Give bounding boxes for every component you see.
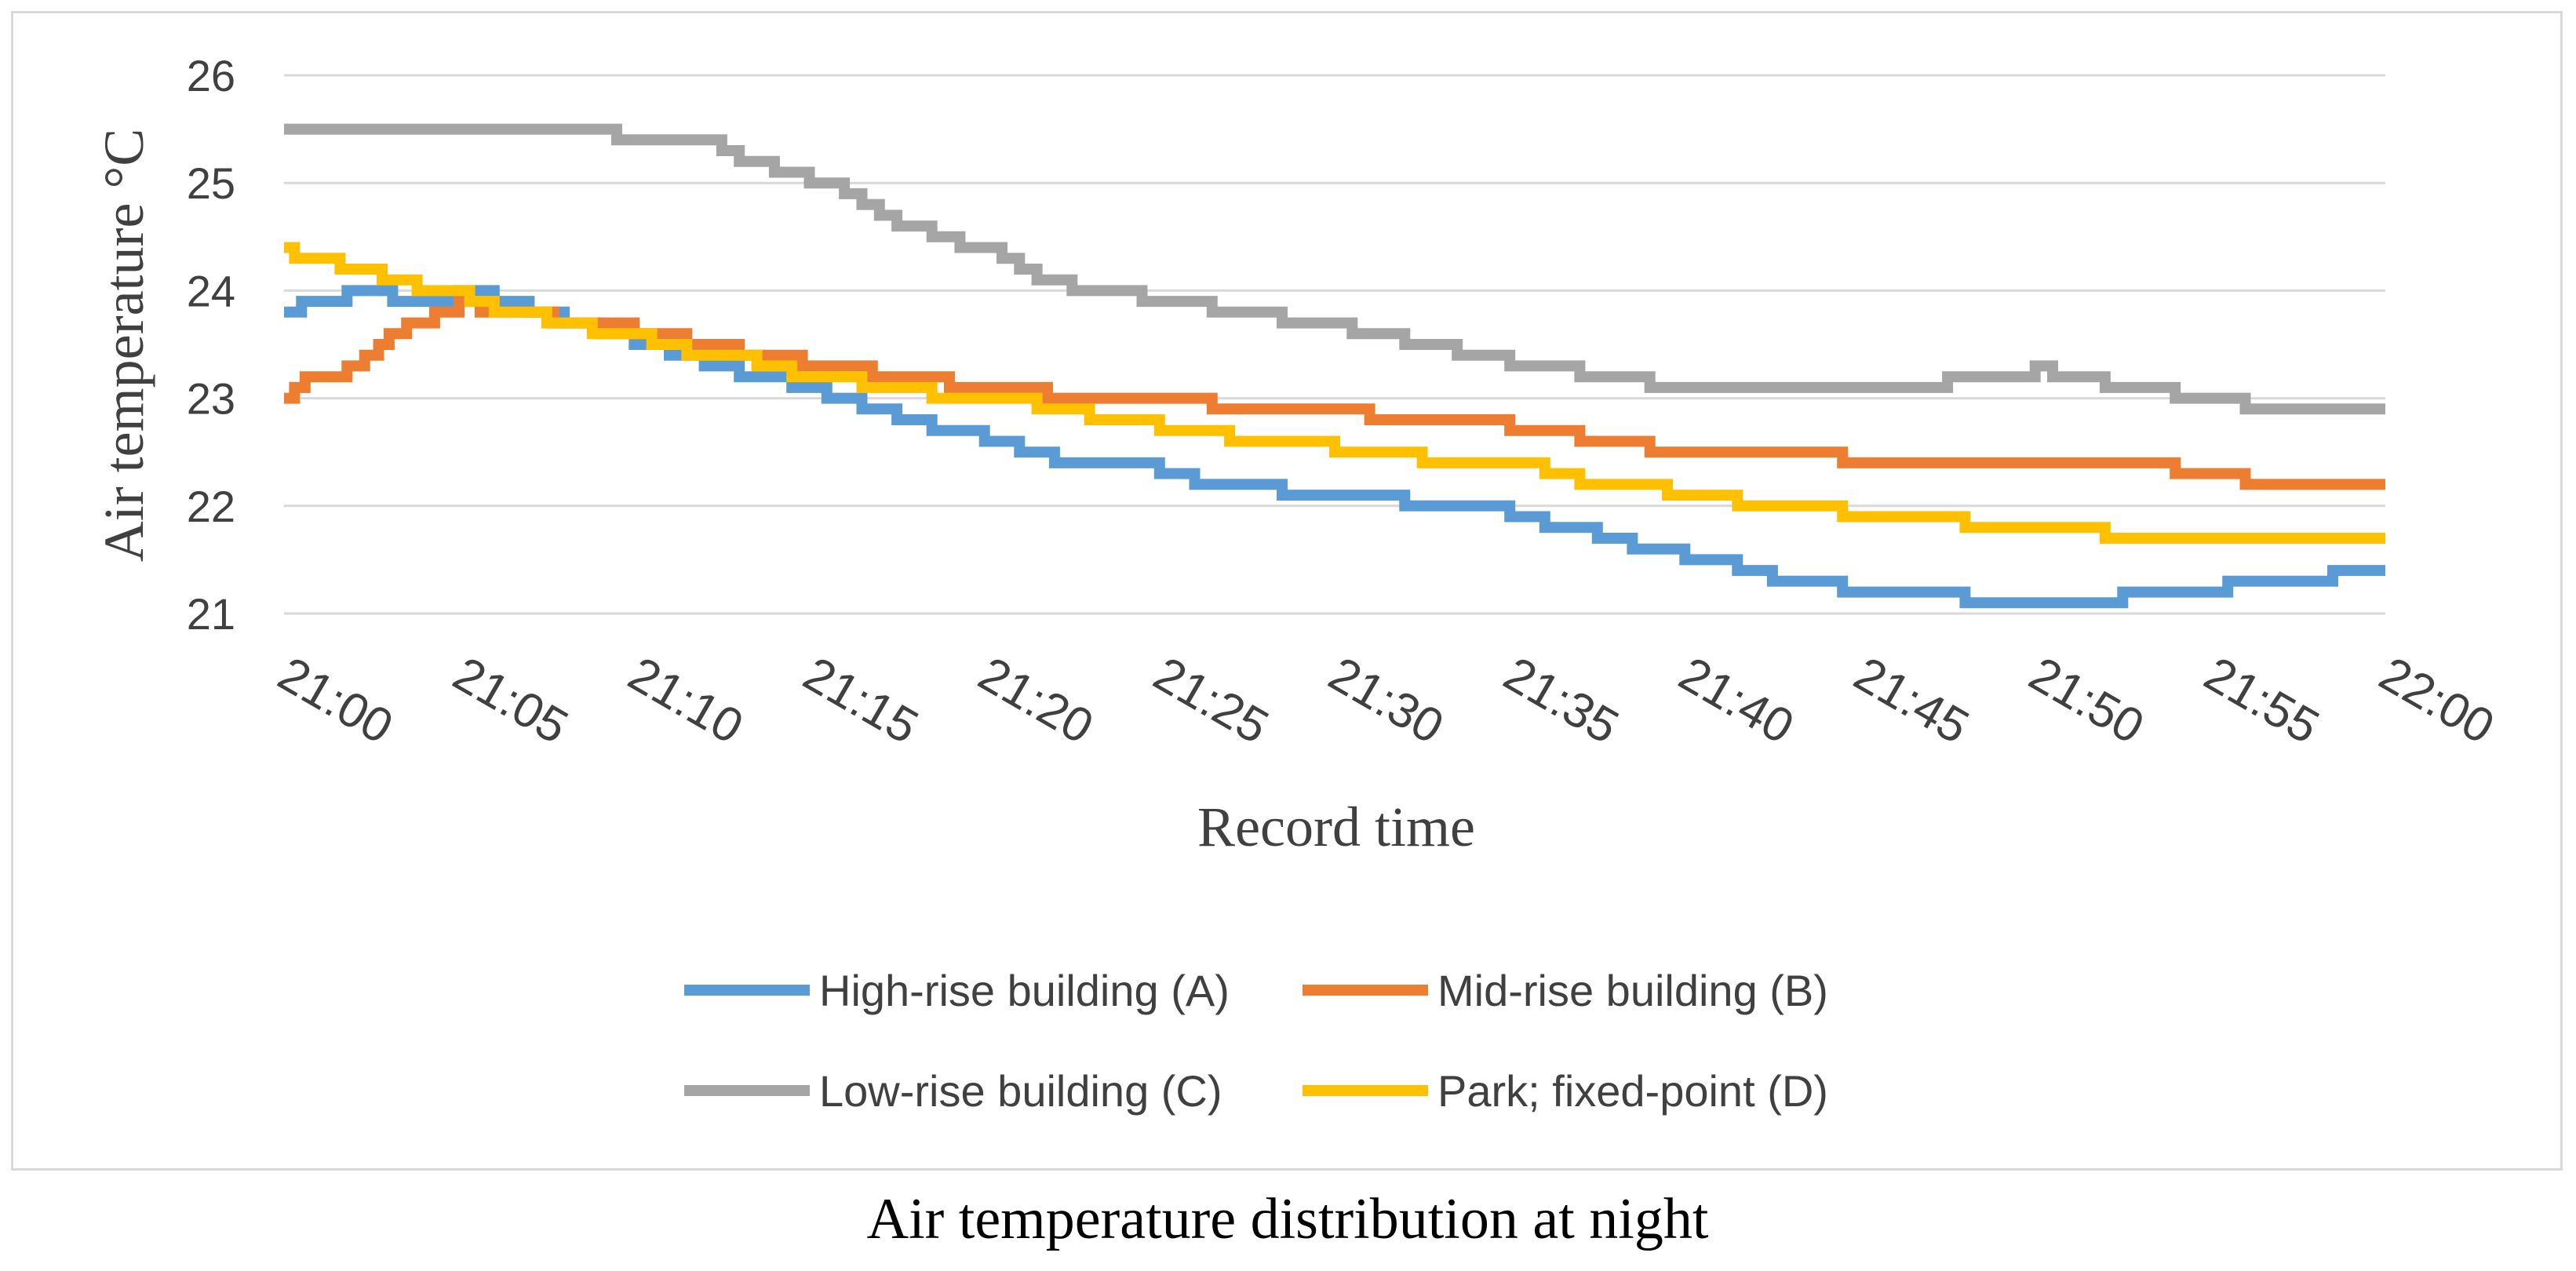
y-tick-label: 24 (187, 266, 235, 315)
y-axis-title: Air temperature °C (93, 129, 155, 563)
x-tick-label: 21:50 (2020, 646, 2153, 754)
x-tick-label: 21:05 (444, 646, 577, 754)
x-tick-label: 21:00 (269, 646, 402, 754)
x-tick-label: 21:45 (1845, 646, 1978, 754)
series-line-4 (284, 242, 2385, 544)
x-tick-label: 21:40 (1670, 646, 1802, 754)
legend: High-rise building (A) Mid-rise building … (684, 966, 1828, 1116)
y-tick-label: 22 (187, 482, 235, 531)
series-line-3 (284, 123, 2385, 415)
series-line-2 (284, 296, 2385, 490)
y-tick-label: 23 (187, 374, 235, 424)
series-lines (284, 123, 2385, 609)
x-axis-title: Record time (1197, 796, 1475, 858)
x-tick-label: 21:20 (970, 646, 1102, 754)
chart-caption: Air temperature distribution at night (867, 1187, 1709, 1251)
x-tick-label: 21:25 (1145, 646, 1277, 754)
y-tick-label: 21 (187, 589, 235, 639)
x-tick-label: 22:00 (2370, 646, 2503, 754)
y-tick-label: 26 (187, 51, 235, 100)
legend-label: High-rise building (A) (819, 966, 1230, 1015)
x-tick-label: 21:35 (1495, 646, 1627, 754)
x-tick-label: 21:30 (1320, 646, 1452, 754)
x-tick-label: 21:10 (619, 646, 752, 754)
x-axis-ticks: 21:00 21:05 21:10 21:15 21:20 21:25 21:30 21:35… (269, 646, 2503, 754)
gridlines (284, 74, 2385, 615)
x-tick-label: 21:55 (2195, 646, 2328, 754)
legend-label: Mid-rise building (B) (1437, 966, 1828, 1015)
x-tick-label: 21:15 (795, 646, 927, 754)
legend-label: Low-rise building (C) (819, 1066, 1222, 1116)
y-axis-ticks: 21 22 23 24 25 26 (187, 51, 235, 639)
legend-label: Park; fixed-point (D) (1437, 1066, 1828, 1116)
y-tick-label: 25 (187, 158, 235, 208)
